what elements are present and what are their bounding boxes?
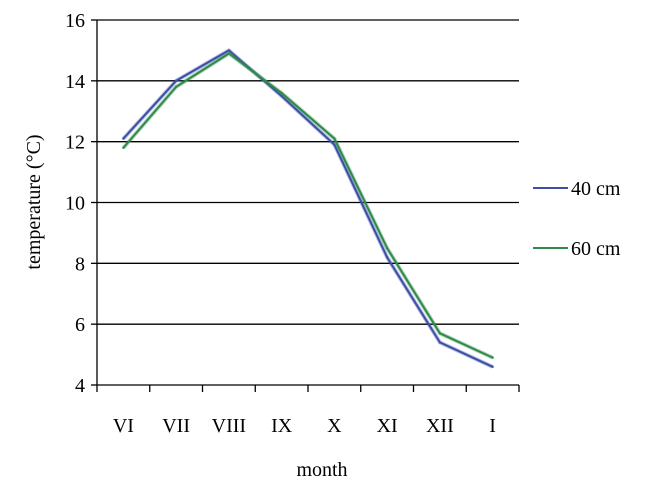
series-0-point-7	[491, 365, 494, 368]
series-0-point-6	[438, 341, 442, 344]
x-tick-label-VIII: VIII	[212, 415, 246, 437]
legend: 40 cm 60 cm	[533, 178, 621, 260]
y-tick-label-14: 14	[65, 71, 85, 93]
x-tick-label-XII: XII	[426, 415, 454, 437]
x-axis-title: month	[296, 459, 347, 481]
x-tick-label-X: X	[327, 415, 342, 437]
legend-label-1: 60 cm	[571, 238, 621, 260]
x-tick-label-VI: VI	[113, 415, 134, 437]
x-tick-label-XI: XI	[377, 415, 398, 437]
y-tick-label-6: 6	[75, 314, 85, 336]
x-tick-label-I: I	[489, 415, 496, 437]
series-1-point-2	[227, 52, 231, 55]
series-1	[121, 51, 494, 360]
series-1-point-5	[385, 246, 389, 250]
series-line-halo-1	[121, 51, 494, 360]
y-tick-label-10: 10	[65, 193, 85, 215]
series-1-point-0	[122, 146, 125, 149]
series-line-halo-0	[121, 48, 494, 369]
series-0-point-3	[280, 94, 283, 98]
gridlines	[97, 19, 519, 325]
series-0-point-1	[174, 79, 178, 83]
y-axis-title: temperature (°C)	[23, 134, 45, 269]
tick-labels: 4 6 8 10 12 14 16 VI VII VIII IX X XI XII I	[65, 10, 496, 437]
series-0-point-4	[333, 143, 336, 146]
x-tick-label-IX: IX	[271, 415, 293, 437]
axes	[91, 19, 520, 392]
series-1-point-7	[491, 356, 494, 359]
series-1-point-1	[174, 85, 178, 89]
series-1-point-4	[333, 137, 336, 140]
y-tick-label-8: 8	[75, 253, 85, 275]
series-1-point-3	[280, 91, 283, 95]
y-tick-label-4: 4	[75, 375, 85, 397]
series-line-0	[122, 49, 494, 368]
y-tick-label-16: 16	[65, 10, 85, 32]
series-lines	[121, 48, 494, 369]
series-1-point-6	[438, 332, 442, 335]
legend-label-0: 40 cm	[571, 178, 621, 200]
series-0	[121, 48, 494, 369]
x-tick-label-VII: VII	[162, 415, 190, 437]
y-tick-label-12: 12	[65, 132, 85, 154]
series-0-point-0	[122, 137, 125, 140]
series-line-1	[122, 52, 494, 359]
series-0-point-2	[227, 49, 231, 52]
series-0-point-5	[385, 256, 389, 259]
